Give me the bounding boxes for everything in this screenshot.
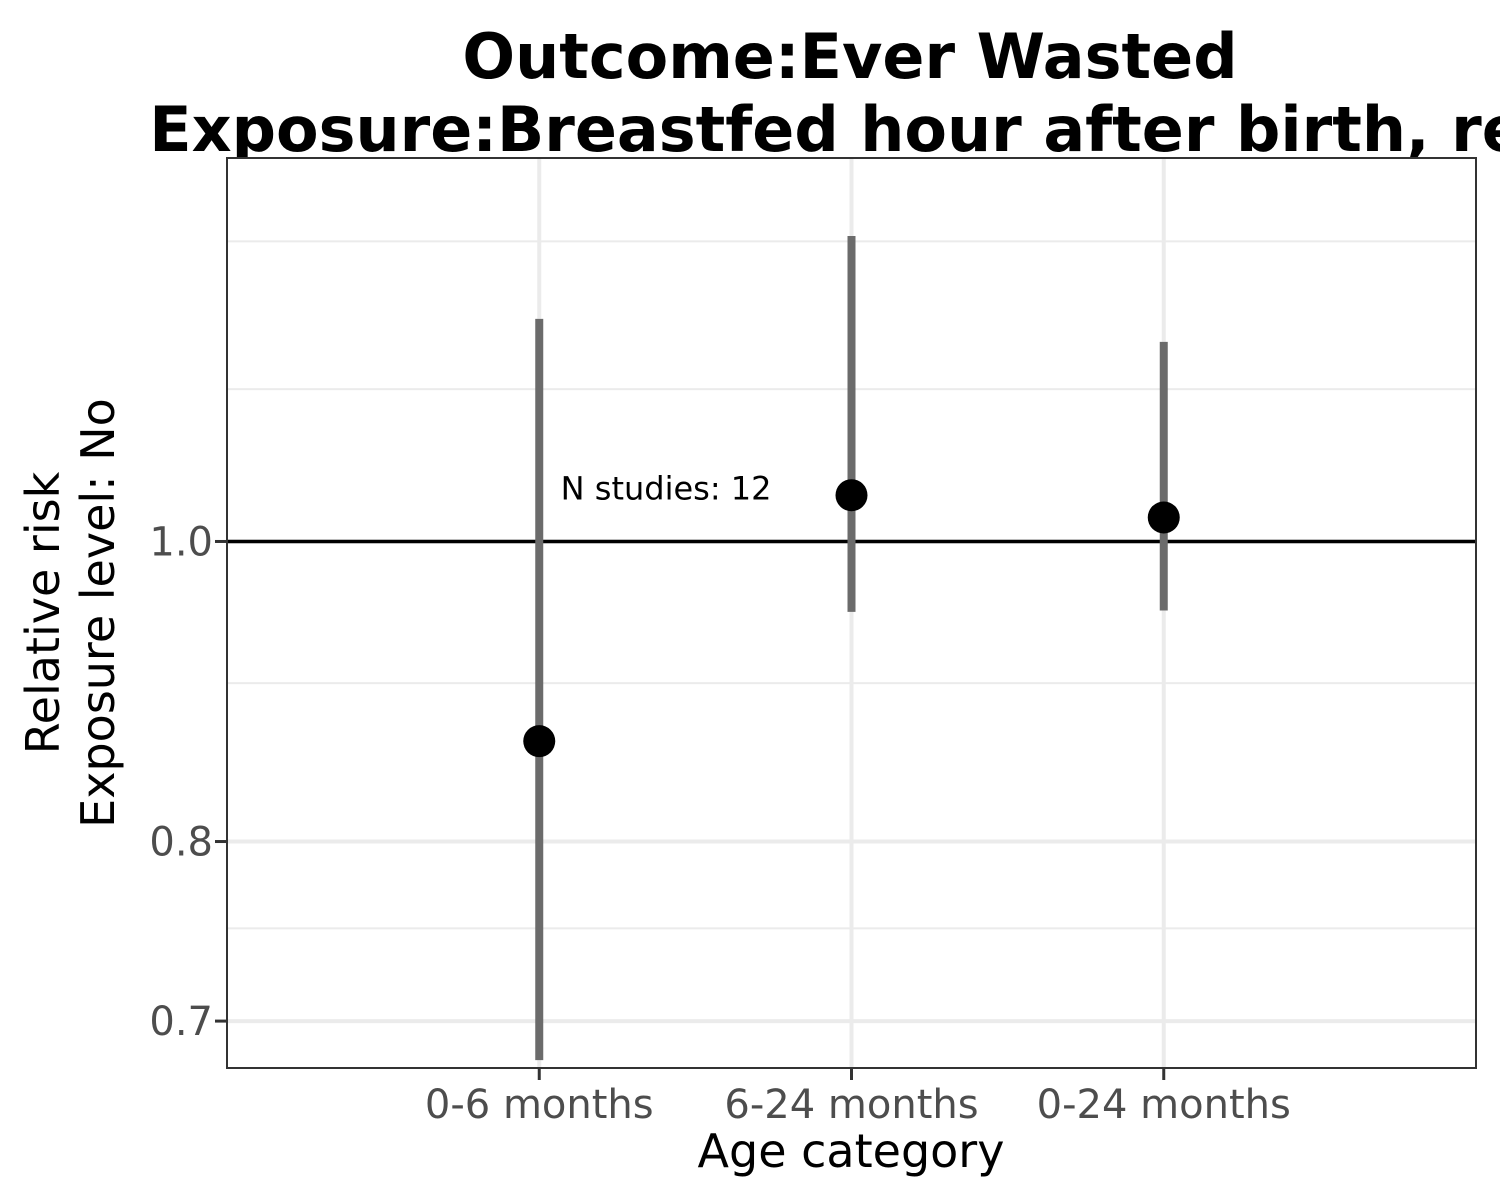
- estimate-point-1: [835, 479, 868, 512]
- chart-title-line-1: Outcome:Ever Wasted: [462, 20, 1237, 93]
- estimate-point-2: [1147, 501, 1180, 534]
- y-tick-label-2: 1.0: [149, 519, 213, 565]
- x-tick-label-2: 0-24 months: [1037, 1082, 1291, 1128]
- estimate-point-0: [523, 725, 556, 758]
- y-tick-label-1: 0.8: [149, 820, 213, 866]
- x-tick-label-0: 0-6 months: [425, 1082, 654, 1128]
- y-axis-title-line-2: Exposure level: No: [71, 398, 125, 828]
- y-tick-label-0: 0.7: [149, 999, 213, 1045]
- y-axis-title-line-1: Relative risk: [16, 471, 70, 754]
- chart-title-line-2: Exposure:Breastfed hour after birth, ref: [149, 93, 1500, 166]
- x-axis-title: Age category: [698, 1124, 1005, 1178]
- x-tick-label-1: 6-24 months: [724, 1082, 978, 1128]
- annotation-n-studies: N studies: 12: [561, 470, 772, 508]
- plot-layer: N studies: 12 0.7 0.8 1.0 0-6 months 6-24 mon…: [149, 157, 1477, 1128]
